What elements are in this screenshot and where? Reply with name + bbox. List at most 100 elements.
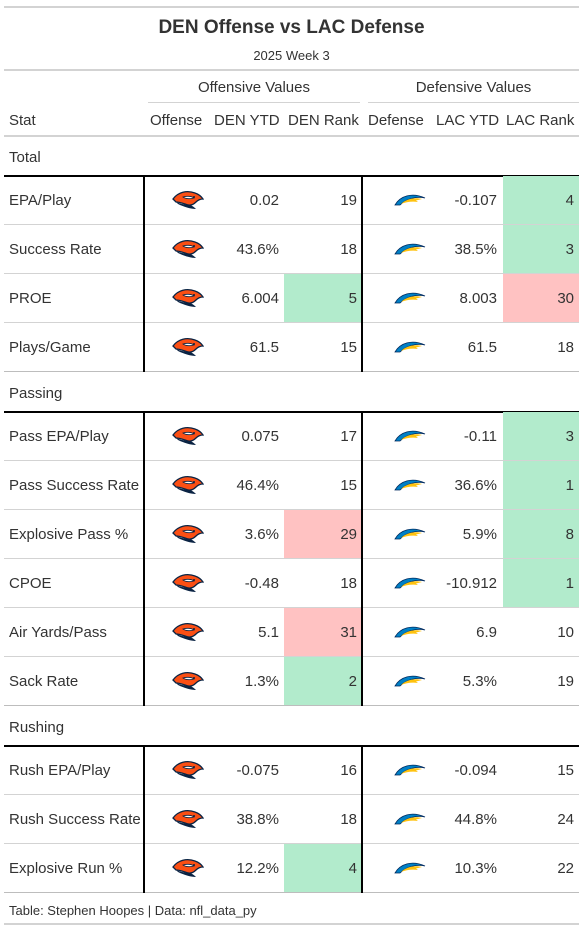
row-divider xyxy=(4,273,579,274)
den-ytd-cell: 0.02 xyxy=(249,192,279,209)
lac-rank-cell: 1 xyxy=(565,477,574,494)
stat-cell: Air Yards/Pass xyxy=(9,624,107,641)
den-rank-cell: 2 xyxy=(348,673,357,690)
stats-table: DEN Offense vs LAC Defense 2025 Week 3 O… xyxy=(4,6,579,925)
lac-rank-cell: 4 xyxy=(565,192,574,209)
den-rank-cell: 19 xyxy=(340,192,357,209)
den-ytd-cell: 12.2% xyxy=(236,860,279,877)
lac-rank-highlight xyxy=(503,559,579,608)
stat-cell: Success Rate xyxy=(9,241,102,258)
den-rank-highlight xyxy=(284,657,362,706)
den-ytd-cell: 46.4% xyxy=(236,477,279,494)
bottom-rule xyxy=(4,923,579,925)
den-rank-cell: 4 xyxy=(348,860,357,877)
den-rank-cell: 29 xyxy=(340,526,357,543)
spanner-offensive-underline xyxy=(148,102,360,103)
den-ytd-cell: -0.075 xyxy=(236,762,279,779)
lac-ytd-cell: 10.3% xyxy=(454,860,497,877)
den-ytd-cell: 3.6% xyxy=(244,526,279,543)
chargers-logo xyxy=(394,429,426,448)
stat-cell: Explosive Run % xyxy=(9,860,123,877)
chargers-logo xyxy=(394,861,426,880)
table-row: Pass Success Rate 46.4% 15 36.6% 1 xyxy=(4,461,579,510)
column-divider xyxy=(361,746,363,893)
den-ytd-cell: 61.5 xyxy=(249,339,279,356)
table-row: Rush EPA/Play -0.075 16 -0.094 15 xyxy=(4,746,579,795)
table-row: EPA/Play 0.02 19 -0.107 4 xyxy=(4,176,579,225)
lac-ytd-cell: 5.9% xyxy=(462,526,497,543)
top-rule xyxy=(4,6,579,8)
chargers-logo xyxy=(394,674,426,693)
row-divider xyxy=(4,460,579,461)
column-header-den-ytd: DEN YTD xyxy=(214,112,280,129)
row-divider xyxy=(4,509,579,510)
den-rank-highlight xyxy=(284,274,362,323)
table-row: Air Yards/Pass 5.1 31 6.9 10 xyxy=(4,608,579,657)
broncos-logo xyxy=(172,337,205,362)
table-row: Rush Success Rate 38.8% 18 44.8% 24 xyxy=(4,795,579,844)
den-rank-highlight xyxy=(284,608,362,657)
den-rank-highlight xyxy=(284,510,362,559)
stat-cell: Sack Rate xyxy=(9,673,79,690)
broncos-logo xyxy=(172,671,205,696)
group-label: Passing xyxy=(9,385,63,402)
column-header-lac-ytd: LAC YTD xyxy=(436,112,500,129)
group-top-rule xyxy=(4,411,579,413)
stat-cell: Pass Success Rate xyxy=(9,477,140,494)
broncos-logo xyxy=(172,475,205,500)
table-source-note: Table: Stephen Hoopes | Data: nfl_data_p… xyxy=(9,903,257,918)
chargers-logo xyxy=(394,812,426,831)
lac-ytd-cell: 5.3% xyxy=(462,673,497,690)
den-ytd-cell: 6.004 xyxy=(241,290,279,307)
group-top-rule xyxy=(4,745,579,747)
lac-ytd-cell: -10.912 xyxy=(446,575,497,592)
chargers-logo xyxy=(394,340,426,359)
table-row: Pass EPA/Play 0.075 17 -0.11 3 xyxy=(4,412,579,461)
spanner-defensive-values: Defensive Values xyxy=(415,79,532,96)
table-row: Success Rate 43.6% 18 38.5% 3 xyxy=(4,225,579,274)
stat-cell: PROE xyxy=(9,290,52,307)
lac-rank-cell: 1 xyxy=(565,575,574,592)
lac-ytd-cell: 8.003 xyxy=(459,290,497,307)
column-divider xyxy=(143,176,145,372)
lac-rank-highlight xyxy=(503,225,579,274)
den-rank-cell: 5 xyxy=(348,290,357,307)
header-bottom-rule xyxy=(4,135,579,137)
den-rank-cell: 15 xyxy=(340,339,357,356)
group-label: Rushing xyxy=(9,719,65,736)
spanner-defensive-underline xyxy=(368,102,579,103)
column-divider xyxy=(143,746,145,893)
table-row: CPOE -0.48 18 -10.912 1 xyxy=(4,559,579,608)
chargers-logo xyxy=(394,763,426,782)
broncos-logo xyxy=(172,190,205,215)
den-rank-cell: 17 xyxy=(340,428,357,445)
lac-rank-highlight xyxy=(503,461,579,510)
lac-ytd-cell: 44.8% xyxy=(454,811,497,828)
heading-rule xyxy=(4,69,579,71)
broncos-logo xyxy=(172,622,205,647)
lac-rank-highlight xyxy=(503,176,579,225)
table-subtitle: 2025 Week 3 xyxy=(253,48,330,63)
broncos-logo xyxy=(172,524,205,549)
stat-cell: Pass EPA/Play xyxy=(9,428,109,445)
lac-rank-highlight xyxy=(503,274,579,323)
column-divider xyxy=(143,412,145,706)
column-header-defense: Defense xyxy=(368,112,424,129)
chargers-logo xyxy=(394,478,426,497)
den-rank-cell: 18 xyxy=(340,811,357,828)
lac-rank-cell: 3 xyxy=(565,428,574,445)
column-header-offense: Offense xyxy=(150,112,203,129)
column-header-lac-rank: LAC Rank xyxy=(506,112,575,129)
table-row: Explosive Run % 12.2% 4 10.3% 22 xyxy=(4,844,579,893)
lac-ytd-cell: 6.9 xyxy=(476,624,497,641)
row-divider xyxy=(4,607,579,608)
lac-rank-cell: 15 xyxy=(557,762,574,779)
row-divider xyxy=(4,656,579,657)
group-label: Total xyxy=(9,149,41,166)
den-rank-cell: 18 xyxy=(340,575,357,592)
broncos-logo xyxy=(172,573,205,598)
table-row: Explosive Pass % 3.6% 29 5.9% 8 xyxy=(4,510,579,559)
den-rank-cell: 31 xyxy=(340,624,357,641)
den-rank-cell: 16 xyxy=(340,762,357,779)
table-row: Plays/Game 61.5 15 61.5 18 xyxy=(4,323,579,372)
